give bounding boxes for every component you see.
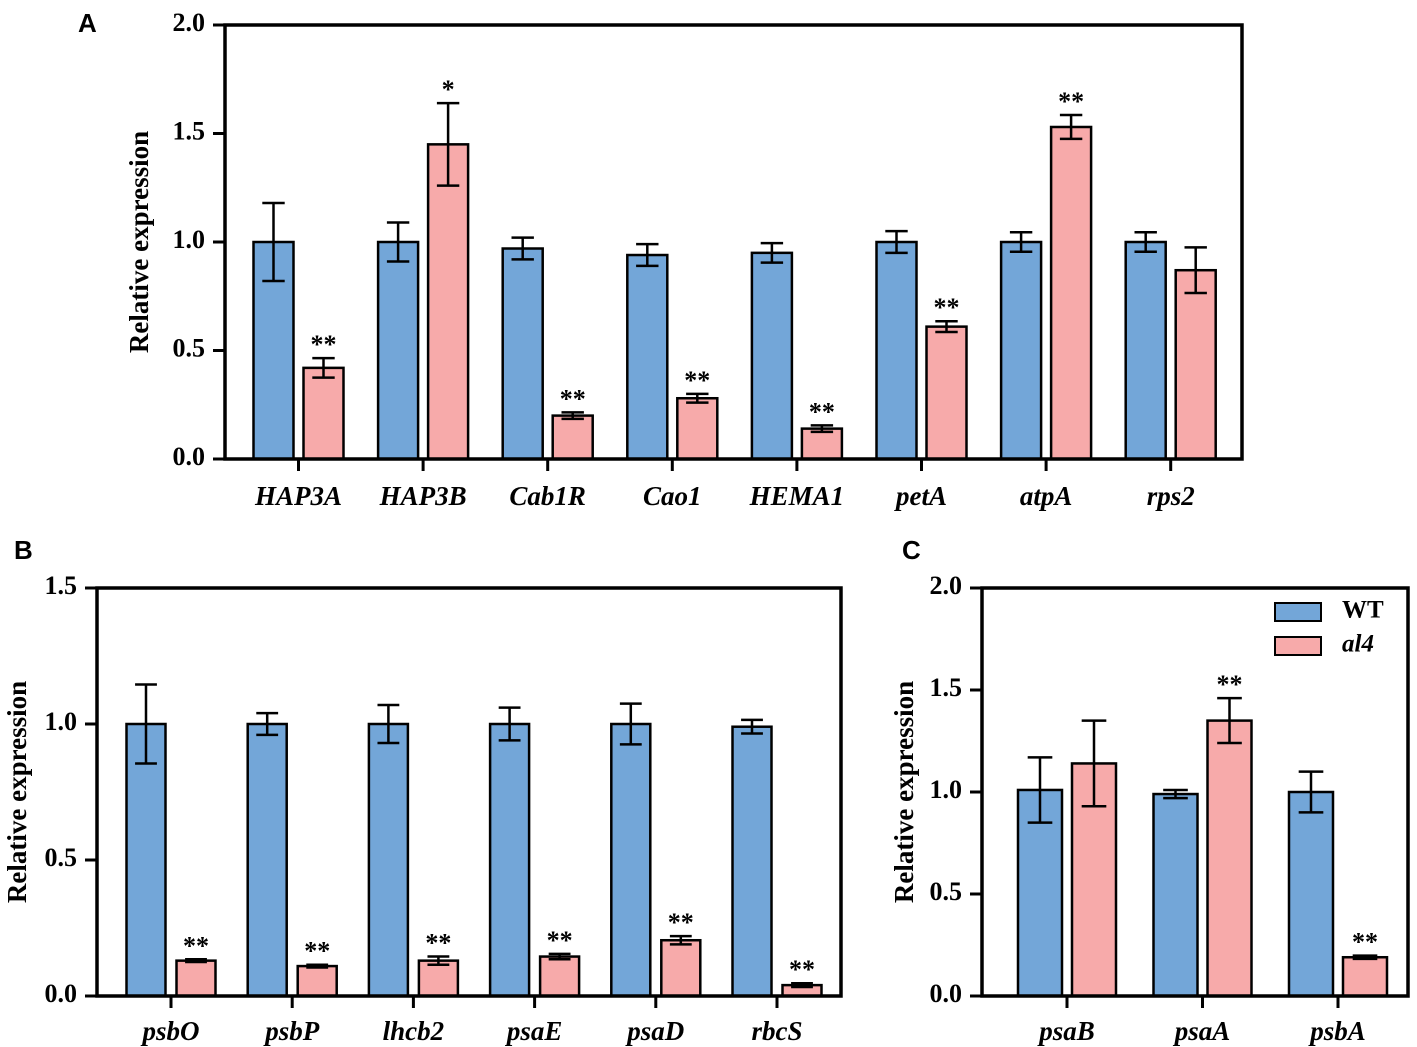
bar-wt xyxy=(750,251,794,461)
plot-frame xyxy=(980,586,1410,998)
y-tick-label: 1.0 xyxy=(45,707,78,736)
significance-label: ** xyxy=(547,926,573,955)
category-label: rps2 xyxy=(1147,481,1195,511)
bar-al4 xyxy=(1341,955,1389,998)
panel-c: C Relative expression 0.0 0.5 1.0 1.5 2.0 psaB *… xyxy=(889,535,1410,1046)
category-label: psbP xyxy=(263,1016,320,1046)
bar-wt xyxy=(999,240,1043,461)
category-label: psaD xyxy=(625,1016,684,1046)
significance-label: ** xyxy=(934,293,960,322)
bar-al4 xyxy=(925,325,968,461)
bar-al4 xyxy=(676,396,719,461)
significance-label: ** xyxy=(1217,670,1243,699)
category-label: petA xyxy=(894,481,947,511)
significance-label: ** xyxy=(304,937,330,966)
significance-label: ** xyxy=(684,366,710,395)
panel-b: B Relative expression 0.0 0.5 1.0 1.5 ** psbO **… xyxy=(2,535,843,1046)
bar-al4 xyxy=(426,143,470,461)
plot-frame xyxy=(95,586,843,998)
significance-label: ** xyxy=(668,908,694,937)
bar-al4 xyxy=(551,414,594,461)
bar-al4 xyxy=(660,938,702,998)
bar-wt xyxy=(367,722,410,998)
bar-wt xyxy=(501,247,544,461)
bar-wt xyxy=(1152,792,1199,998)
y-tick-label: 1.0 xyxy=(173,225,206,254)
y-tick-label: 0.0 xyxy=(930,979,963,1008)
panel-letter: A xyxy=(78,8,97,38)
category-label: atpA xyxy=(1020,481,1073,511)
y-axis-label: Relative expression xyxy=(2,681,32,903)
y-tick-label: 0.0 xyxy=(173,442,206,471)
significance-label: ** xyxy=(809,397,835,426)
significance-label: ** xyxy=(311,330,337,359)
category-label: psaB xyxy=(1037,1016,1095,1046)
significance-label: ** xyxy=(560,384,586,413)
bar-al4 xyxy=(800,427,844,461)
y-tick-label: 0.5 xyxy=(173,333,206,362)
y-tick-label: 0.0 xyxy=(45,979,78,1008)
significance-label: * xyxy=(442,75,455,104)
y-tick-label: 1.5 xyxy=(45,571,78,600)
bar-wt xyxy=(488,722,531,998)
panel-a: A Relative expression 0.0 0.5 1.0 1.5 2.0 ** HAP… xyxy=(78,8,1244,511)
significance-label: ** xyxy=(425,929,451,958)
legend-label-wt: WT xyxy=(1342,597,1384,624)
y-tick-label: 1.5 xyxy=(930,673,963,702)
bar-wt xyxy=(1287,790,1335,998)
category-label: psaA xyxy=(1173,1016,1231,1046)
bar-wt xyxy=(125,722,167,998)
y-tick-label: 2.0 xyxy=(173,8,206,37)
bar-wt xyxy=(610,722,652,998)
panel-letter: C xyxy=(902,535,921,565)
y-axis-label: Relative expression xyxy=(124,131,154,353)
category-label: rbcS xyxy=(751,1016,802,1046)
bar-al4 xyxy=(538,955,581,998)
legend-label-al4: al4 xyxy=(1342,631,1374,658)
bar-al4 xyxy=(1049,125,1093,461)
category-label: psbO xyxy=(140,1016,199,1046)
bar-al4 xyxy=(175,959,217,998)
y-tick-label: 0.5 xyxy=(930,877,963,906)
bar-al4 xyxy=(296,964,338,998)
bar-wt xyxy=(875,240,918,461)
bar-wt xyxy=(246,722,288,998)
bar-wt xyxy=(376,240,420,461)
panel-letter: B xyxy=(14,535,33,565)
significance-label: ** xyxy=(1352,928,1378,957)
category-label: HEMA1 xyxy=(749,481,845,511)
bar-wt xyxy=(626,253,669,461)
category-label: Cao1 xyxy=(643,481,702,511)
bar-al4 xyxy=(1206,719,1253,998)
y-tick-label: 1.5 xyxy=(173,116,206,145)
y-tick-label: 0.5 xyxy=(45,843,78,872)
legend-swatch-wt xyxy=(1274,602,1322,622)
significance-label: ** xyxy=(183,931,209,960)
y-tick-label: 2.0 xyxy=(930,571,963,600)
y-tick-label: 1.0 xyxy=(930,775,963,804)
bar-wt xyxy=(1124,240,1167,461)
bar-al4 xyxy=(302,366,345,461)
category-label: psaE xyxy=(505,1016,563,1046)
category-label: psbA xyxy=(1308,1016,1366,1046)
plot-frame xyxy=(223,23,1244,461)
legend: WT al4 xyxy=(1274,597,1384,658)
legend-swatch-al4 xyxy=(1274,636,1322,656)
category-label: HAP3B xyxy=(379,481,467,511)
category-label: Cab1R xyxy=(509,481,586,511)
y-axis-label: Relative expression xyxy=(889,681,919,903)
category-label: HAP3A xyxy=(254,481,342,511)
category-label: lhcb2 xyxy=(383,1016,445,1046)
significance-label: ** xyxy=(1058,87,1084,116)
significance-label: ** xyxy=(789,955,815,984)
bar-wt xyxy=(731,725,773,998)
bar-al4 xyxy=(1174,268,1217,461)
